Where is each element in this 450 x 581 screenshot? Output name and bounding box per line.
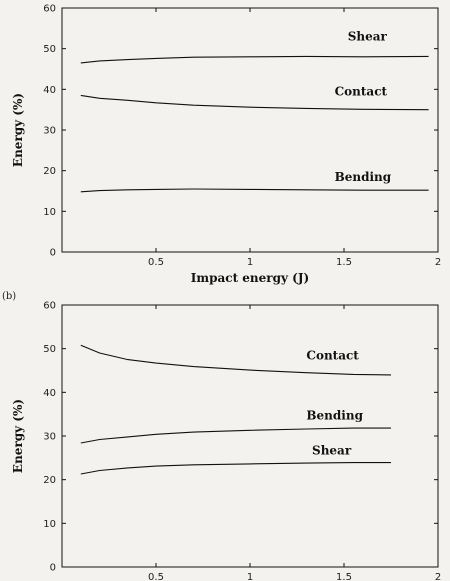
y-axis-ticks: 0 10 20 30 40 50 60	[43, 4, 438, 259]
y-axis-ticks: 0 10 20 30 40 50 60	[43, 301, 438, 574]
y-tick-label: 60	[43, 4, 56, 15]
y-tick-label: 40	[43, 388, 56, 399]
y-tick-label: 0	[50, 563, 56, 574]
y-tick-label: 50	[43, 44, 56, 55]
series-labels: Shear Contact Bending	[335, 30, 392, 184]
series-line-shear	[80, 462, 391, 475]
x-tick-label: 2	[435, 572, 441, 581]
x-tick-label: 0.5	[148, 572, 164, 581]
y-tick-label: 0	[50, 248, 56, 259]
series-group	[80, 344, 392, 475]
y-tick-label: 40	[43, 85, 56, 96]
x-tick-label: 1	[247, 257, 253, 268]
x-tick-label: 1	[247, 572, 253, 581]
y-tick-label: 10	[43, 519, 56, 530]
panel-label: (b)	[2, 291, 16, 302]
series-group	[80, 55, 429, 193]
y-tick-label: 30	[43, 126, 56, 137]
y-axis-label: Energy (%)	[11, 93, 25, 167]
series-line-contact	[80, 344, 392, 376]
x-axis-label: Impact energy (J)	[191, 271, 309, 285]
y-tick-label: 50	[43, 344, 56, 355]
y-tick-label: 10	[43, 207, 56, 218]
x-tick-label: 1.5	[336, 257, 352, 268]
series-label-contact: Contact	[306, 349, 359, 363]
plot-frame	[61, 304, 439, 568]
x-tick-label: 1.5	[336, 572, 352, 581]
y-axis-label: Energy (%)	[11, 399, 25, 473]
series-line-bending	[80, 188, 429, 193]
x-axis-ticks: 0.5 1 1.5 2	[148, 305, 441, 581]
x-tick-label: 0.5	[148, 257, 164, 268]
series-line-contact	[80, 94, 429, 111]
chart-panel-b: (b) 0 10 20 30 40 50 60 0.5 1 1.5 2 Energy (%) Co…	[2, 291, 441, 581]
series-labels: Contact Bending Shear	[306, 349, 363, 458]
series-line-bending	[80, 427, 391, 444]
series-label-shear: Shear	[312, 443, 352, 457]
series-label-contact: Contact	[335, 84, 388, 98]
series-label-bending: Bending	[306, 408, 363, 422]
y-tick-label: 60	[43, 301, 56, 312]
chart-panel-a: 0 10 20 30 40 50 60 0.5 1 1.5 2 Energy (%) Impact…	[11, 4, 441, 286]
plot-frame	[61, 7, 439, 253]
series-label-shear: Shear	[348, 30, 388, 44]
series-line-shear	[80, 55, 429, 64]
series-label-bending: Bending	[335, 170, 392, 184]
x-tick-label: 2	[435, 257, 441, 268]
y-tick-label: 20	[43, 475, 56, 486]
x-axis-ticks: 0.5 1 1.5 2	[148, 8, 441, 268]
y-tick-label: 30	[43, 432, 56, 443]
y-tick-label: 20	[43, 166, 56, 177]
